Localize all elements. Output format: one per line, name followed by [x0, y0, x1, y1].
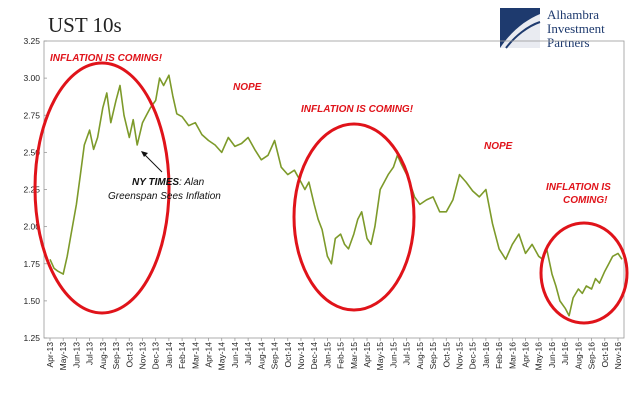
chart-title: UST 10s [48, 13, 122, 37]
y-tick-label: 3.00 [23, 73, 40, 83]
logo-line-3: Partners [547, 35, 590, 50]
nyt-note-bold: NY TIMES [132, 177, 179, 188]
x-tick-label: Aug-15 [415, 342, 425, 370]
x-tick-label: Nov-13 [137, 342, 147, 370]
x-tick-label: Oct-15 [441, 342, 451, 368]
x-tick-label: May-16 [534, 342, 544, 371]
x-tick-label: Feb-15 [336, 342, 346, 369]
nyt-note-rest: : Alan [179, 177, 205, 188]
x-tick-label: Apr-16 [521, 342, 531, 368]
nyt-callout: NY TIMES: Alan Greenspan Sees Inflation [108, 151, 221, 202]
annotation-inflation-1: INFLATION IS COMING! [50, 53, 163, 64]
x-tick-label: Nov-16 [613, 342, 623, 370]
series-line-ust10 [49, 74, 623, 317]
plot-frame [43, 40, 625, 339]
x-tick-label: Oct-13 [124, 342, 134, 368]
ellipse-2015 [292, 122, 416, 312]
company-logo: Alhambra Investment Partners [500, 7, 605, 50]
x-tick-label: May-15 [375, 342, 385, 371]
x-tick-label: Mar-16 [507, 342, 517, 369]
ellipse-2013 [33, 61, 171, 315]
y-tick-label: 2.00 [23, 222, 40, 232]
x-tick-label: Sep-15 [428, 342, 438, 370]
x-tick-label: Sep-14 [270, 342, 280, 370]
x-tick-label: Jan-15 [322, 342, 332, 368]
x-axis: Apr-13 May-13 Jun-13 Jul-13 Aug-13 Sep-13 Oct-… [45, 338, 623, 370]
x-tick-label: Jul-16 [560, 342, 570, 365]
y-tick-label: 1.50 [23, 296, 40, 306]
x-tick-label: Jan-16 [481, 342, 491, 368]
x-tick-label: Jun-14 [230, 342, 240, 368]
annotation-nope-2: NOPE [484, 141, 513, 152]
x-tick-label: Apr-14 [204, 342, 214, 368]
y-tick-label: 3.25 [23, 36, 40, 46]
y-tick-label: 1.75 [23, 259, 40, 269]
annotation-nope-1: NOPE [233, 82, 262, 93]
x-tick-label: Aug-14 [256, 342, 266, 370]
x-tick-label: Sep-13 [111, 342, 121, 370]
nyt-note-line-1: NY TIMES: Alan [132, 177, 205, 188]
x-tick-label: Jul-14 [243, 342, 253, 365]
x-tick-label: Apr-13 [45, 342, 55, 368]
x-tick-label: Nov-15 [454, 342, 464, 370]
x-tick-label: Apr-15 [362, 342, 372, 368]
y-axis: 1.25 1.50 1.75 2.00 2.25 2.50 2.75 3.00 3.25 [23, 36, 47, 343]
x-tick-label: Oct-16 [600, 342, 610, 368]
x-tick-label: Jun-13 [71, 342, 81, 368]
x-tick-label: Aug-13 [98, 342, 108, 370]
nyt-note-line-2: Greenspan Sees Inflation [108, 191, 221, 202]
x-tick-label: Oct-14 [283, 342, 293, 368]
ellipse-2016 [539, 221, 629, 325]
annotation-inflation-3a: INFLATION IS [546, 182, 611, 193]
x-tick-label: Feb-16 [494, 342, 504, 369]
x-tick-label: Jul-15 [402, 342, 412, 365]
x-tick-label: Mar-15 [349, 342, 359, 369]
x-tick-label: May-13 [58, 342, 68, 371]
y-tick-label: 2.25 [23, 185, 40, 195]
x-tick-label: Dec-14 [309, 342, 319, 370]
annotation-inflation-3b: COMING! [563, 195, 608, 206]
x-tick-label: Jun-15 [388, 342, 398, 368]
x-tick-label: Feb-14 [177, 342, 187, 369]
x-tick-label: Jun-16 [547, 342, 557, 368]
y-tick-label: 2.50 [23, 147, 40, 157]
y-tick-label: 1.25 [23, 333, 40, 343]
x-tick-label: Nov-14 [296, 342, 306, 370]
callout-arrowhead [141, 151, 148, 157]
x-tick-label: Mar-14 [190, 342, 200, 369]
x-tick-label: Jul-13 [85, 342, 95, 365]
y-tick-label: 2.75 [23, 110, 40, 120]
x-tick-label: Aug-16 [573, 342, 583, 370]
annotation-ellipses [33, 61, 629, 325]
annotation-inflation-2: INFLATION IS COMING! [301, 104, 414, 115]
x-tick-label: Dec-13 [151, 342, 161, 370]
logo-line-1: Alhambra [547, 7, 599, 22]
x-tick-label: Dec-15 [468, 342, 478, 370]
logo-mark-icon [500, 8, 541, 49]
x-tick-label: May-14 [217, 342, 227, 371]
x-tick-label: Sep-16 [587, 342, 597, 370]
x-tick-label: Jan-14 [164, 342, 174, 368]
logo-line-2: Investment [547, 21, 605, 36]
